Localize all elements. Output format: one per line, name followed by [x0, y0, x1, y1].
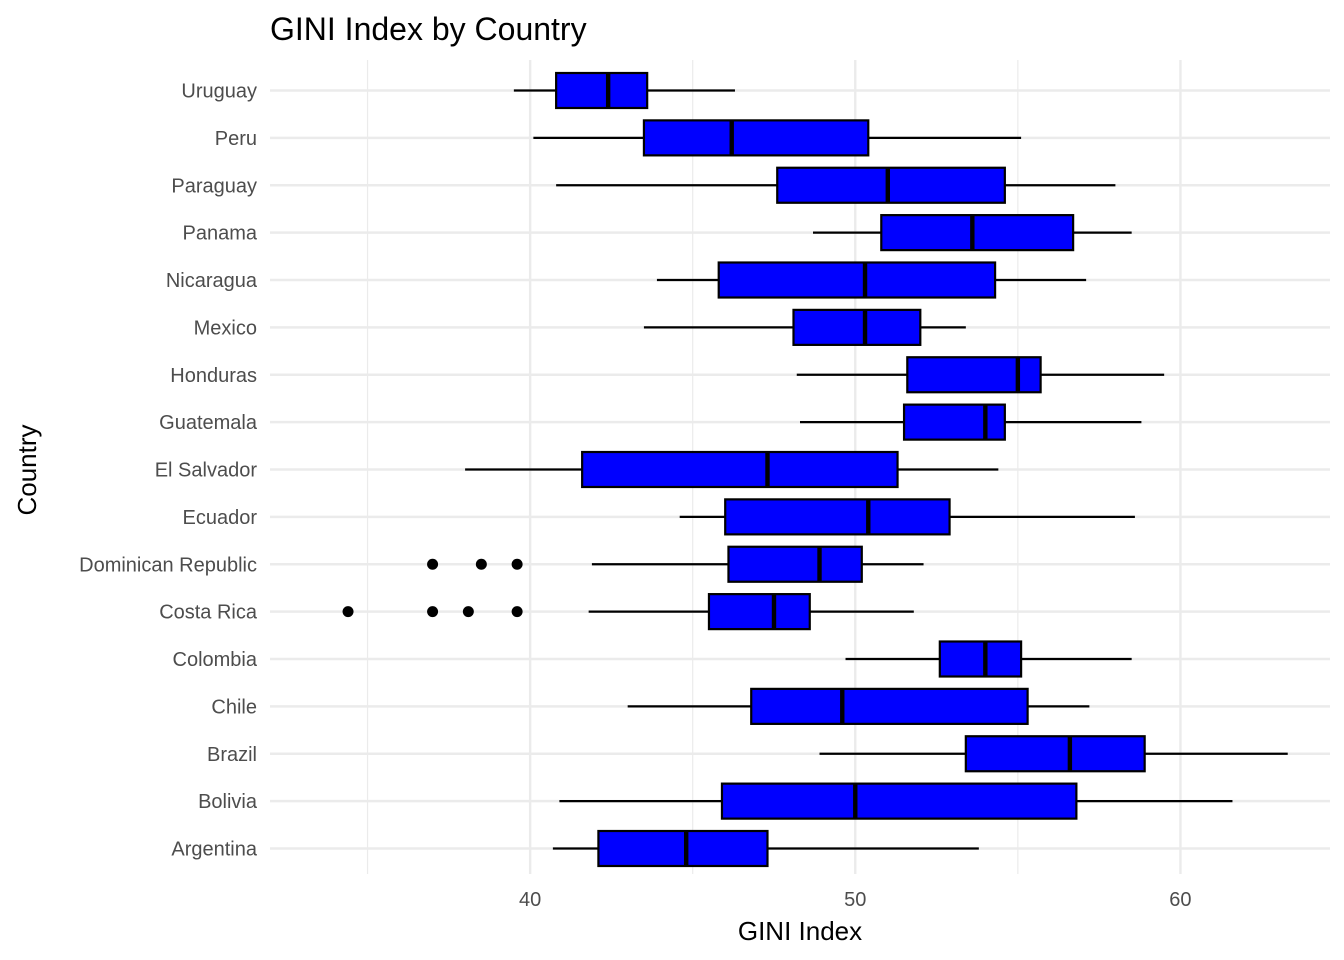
box-bolivia	[559, 782, 1233, 820]
box-nicaragua	[656, 261, 1087, 299]
outlier-point	[462, 606, 474, 618]
box-paraguay	[556, 166, 1116, 204]
y-tick-label: Brazil	[207, 744, 257, 766]
y-tick-label: El Salvador	[155, 460, 258, 482]
outlier-point	[511, 606, 523, 618]
y-tick-label: Nicaragua	[166, 270, 258, 292]
box-layer	[342, 71, 1288, 868]
x-tick-label: 40	[519, 889, 541, 911]
box-peru	[533, 119, 1022, 157]
y-tick-label: Uruguay	[181, 81, 257, 103]
iqr-box	[717, 261, 997, 299]
y-tick-label: Colombia	[173, 649, 258, 671]
iqr-box	[597, 829, 769, 868]
iqr-box	[727, 545, 863, 583]
y-tick-label: Chile	[211, 696, 257, 718]
y-tick-label: Guatemala	[159, 412, 258, 434]
y-tick-label: Argentina	[171, 839, 257, 861]
y-tick-label: Honduras	[170, 365, 257, 387]
box-costa-rica	[342, 593, 914, 631]
box-guatemala	[800, 403, 1142, 441]
iqr-box	[750, 687, 1029, 725]
iqr-box	[902, 403, 1006, 441]
box-chile	[627, 687, 1090, 725]
x-tick-label: 50	[844, 889, 866, 911]
y-tick-label: Mexico	[194, 317, 257, 339]
y-tick-label: Costa Rica	[159, 602, 258, 624]
iqr-box	[906, 356, 1042, 394]
chart-title: GINI Index by Country	[270, 11, 587, 47]
iqr-box	[720, 782, 1078, 820]
outlier-point	[427, 606, 439, 618]
iqr-box	[707, 593, 811, 631]
iqr-box	[880, 214, 1075, 252]
outlier-point	[511, 558, 523, 570]
iqr-box	[792, 308, 922, 346]
iqr-box	[776, 166, 1006, 204]
x-tick-label: 60	[1169, 889, 1191, 911]
box-dominican-republic	[427, 545, 924, 583]
y-axis-title: Country	[12, 424, 42, 515]
iqr-box	[938, 640, 1023, 678]
box-ecuador	[679, 498, 1135, 536]
iqr-box	[581, 450, 899, 489]
outlier-point	[427, 558, 439, 570]
iqr-box	[964, 735, 1146, 773]
x-axis-title: GINI Index	[738, 916, 862, 946]
box-honduras	[796, 356, 1165, 394]
outlier-point	[475, 558, 487, 570]
box-panama	[813, 214, 1132, 252]
box-el-salvador	[465, 450, 999, 489]
iqr-box	[724, 498, 951, 536]
y-tick-label: Panama	[183, 223, 258, 245]
y-tick-label: Bolivia	[198, 791, 258, 813]
box-argentina	[552, 829, 979, 868]
outlier-point	[342, 606, 354, 618]
y-tick-label: Peru	[215, 128, 257, 150]
y-tick-label: Dominican Republic	[79, 554, 257, 576]
x-axis-ticks: 40 50 60	[519, 889, 1192, 911]
box-colombia	[845, 640, 1132, 678]
box-uruguay	[513, 71, 735, 110]
y-tick-label: Ecuador	[183, 507, 258, 529]
iqr-box	[555, 71, 649, 110]
y-axis-ticks: Argentina Bolivia Brazil Chile Colombia Costa…	[79, 81, 258, 861]
box-brazil	[819, 735, 1288, 773]
iqr-box	[642, 119, 870, 157]
box-mexico	[643, 308, 966, 346]
y-tick-label: Paraguay	[171, 175, 257, 197]
